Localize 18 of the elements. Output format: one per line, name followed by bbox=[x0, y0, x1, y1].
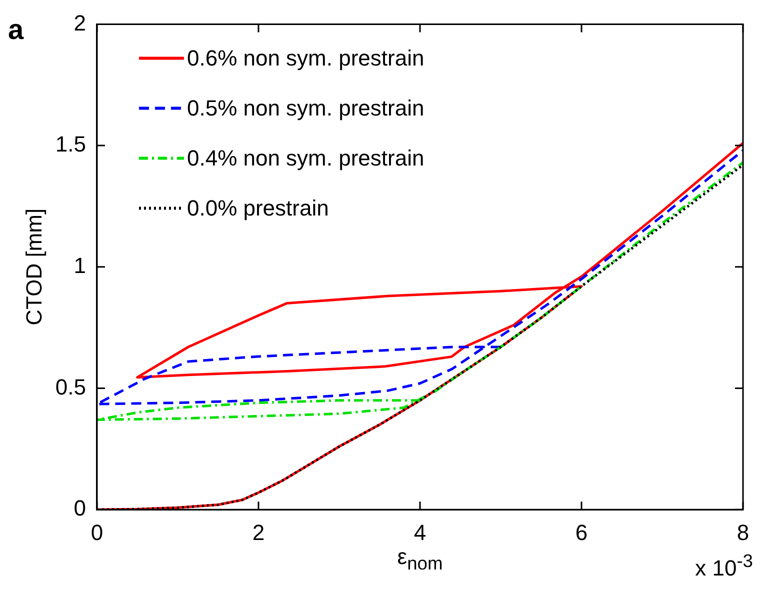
y-tick-label: 2 bbox=[74, 10, 86, 36]
y-tick-label: 1 bbox=[74, 252, 86, 278]
x-tick-label: 0 bbox=[90, 520, 104, 545]
y-tick-label: 1.5 bbox=[55, 132, 86, 157]
legend-label: 0.0% prestrain bbox=[186, 195, 329, 220]
x-axis-title: ε$_{nom}$ bbox=[396, 544, 444, 574]
y-axis-title: CTOD [mm] bbox=[21, 208, 46, 326]
text: x 10$^{-3}$ bbox=[695, 550, 753, 581]
text: a bbox=[8, 14, 24, 46]
x-tick-label: 8 bbox=[736, 520, 750, 545]
legend-label: 0.5% non sym. prestrain bbox=[186, 95, 424, 120]
x-tick-label: 4 bbox=[414, 520, 426, 545]
y-tick-label: 0 bbox=[74, 496, 86, 521]
x-tick-label: 6 bbox=[575, 520, 588, 545]
legend-label: 0.6% non sym. prestrain bbox=[186, 45, 424, 70]
y-tick-label: 0.5 bbox=[55, 374, 86, 400]
legend-label: 0.4% non sym. prestrain bbox=[186, 145, 424, 170]
x-tick-label: 2 bbox=[252, 520, 265, 545]
